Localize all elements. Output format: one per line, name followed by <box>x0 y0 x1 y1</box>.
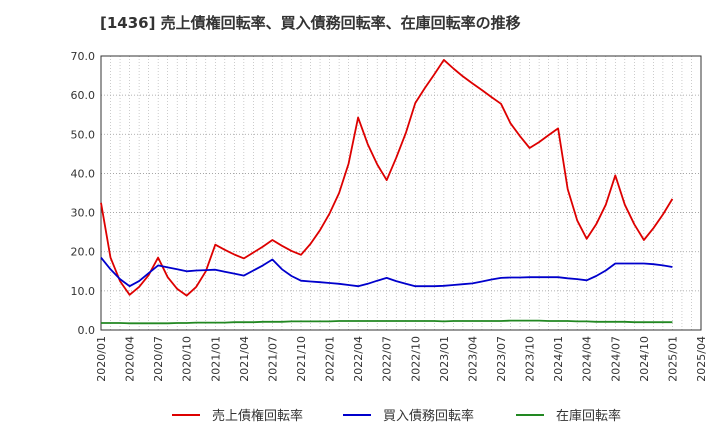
x-tick-label: 2024/01 <box>552 336 565 382</box>
x-tick-label: 2023/07 <box>495 336 508 382</box>
plot-frame <box>100 55 702 331</box>
x-tick-label: 2025/04 <box>695 336 708 382</box>
x-tick-label: 2022/01 <box>324 336 337 382</box>
x-tick-label: 2023/04 <box>466 336 479 382</box>
x-tick-label: 2020/04 <box>124 336 137 382</box>
y-tick-label: 10.0 <box>71 285 96 298</box>
x-tick-label: 2024/04 <box>581 336 594 382</box>
x-tick-label: 2025/01 <box>666 336 679 382</box>
series-layer <box>100 59 674 325</box>
x-tick-label: 2022/07 <box>381 336 394 382</box>
chart-title: [1436] 売上債権回転率、買入債務回転率、在庫回転率の推移 <box>100 14 521 32</box>
legend-label-2: 買入債務回転率 <box>383 408 474 424</box>
y-tick-label: 50.0 <box>71 128 96 141</box>
x-tick-label: 2023/10 <box>524 336 537 382</box>
y-tick-label: 20.0 <box>71 246 96 259</box>
x-tick-label: 2021/07 <box>266 336 279 382</box>
x-tick-label: 2020/01 <box>95 336 108 382</box>
y-tick-label: 0.0 <box>78 324 96 337</box>
legend-label-3: 在庫回転率 <box>556 408 621 424</box>
y-tick-label: 40.0 <box>71 167 96 180</box>
x-tick-label: 2022/10 <box>409 336 422 382</box>
x-tick-label: 2020/10 <box>181 336 194 382</box>
x-tick-label: 2021/04 <box>238 336 251 382</box>
x-axis: 2020/01 2020/04 2020/07 2020/10 2021/01 2021/… <box>95 336 708 382</box>
x-tick-label: 2024/10 <box>638 336 651 382</box>
x-tick-label: 2020/07 <box>152 336 165 382</box>
y-tick-label: 60.0 <box>71 89 96 102</box>
x-tick-label: 2023/01 <box>438 336 451 382</box>
y-tick-label: 70.0 <box>71 50 96 63</box>
legend: 売上債権回転率 買入債務回転率 在庫回転率 <box>172 408 621 424</box>
x-tick-label: 2021/10 <box>295 336 308 382</box>
legend-label-1: 売上債権回転率 <box>212 408 303 424</box>
x-tick-label: 2022/04 <box>352 336 365 382</box>
series-line-1 <box>100 59 674 297</box>
x-tick-label: 2021/01 <box>209 336 222 382</box>
y-tick-label: 30.0 <box>71 207 96 220</box>
series-line-2 <box>100 257 673 288</box>
x-tick-label: 2024/07 <box>609 336 622 382</box>
y-axis: 0.0 10.0 20.0 30.0 40.0 50.0 60.0 70.0 <box>71 50 96 337</box>
grid <box>101 55 701 331</box>
series-line-3 <box>101 319 673 325</box>
